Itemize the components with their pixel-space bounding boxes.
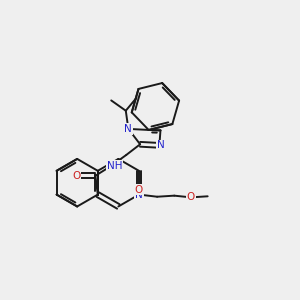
- Text: N: N: [135, 190, 143, 200]
- Text: N: N: [124, 124, 132, 134]
- Text: O: O: [72, 171, 81, 181]
- Text: O: O: [187, 192, 195, 203]
- Text: O: O: [135, 184, 143, 195]
- Text: NH: NH: [107, 161, 122, 171]
- Text: N: N: [157, 140, 165, 150]
